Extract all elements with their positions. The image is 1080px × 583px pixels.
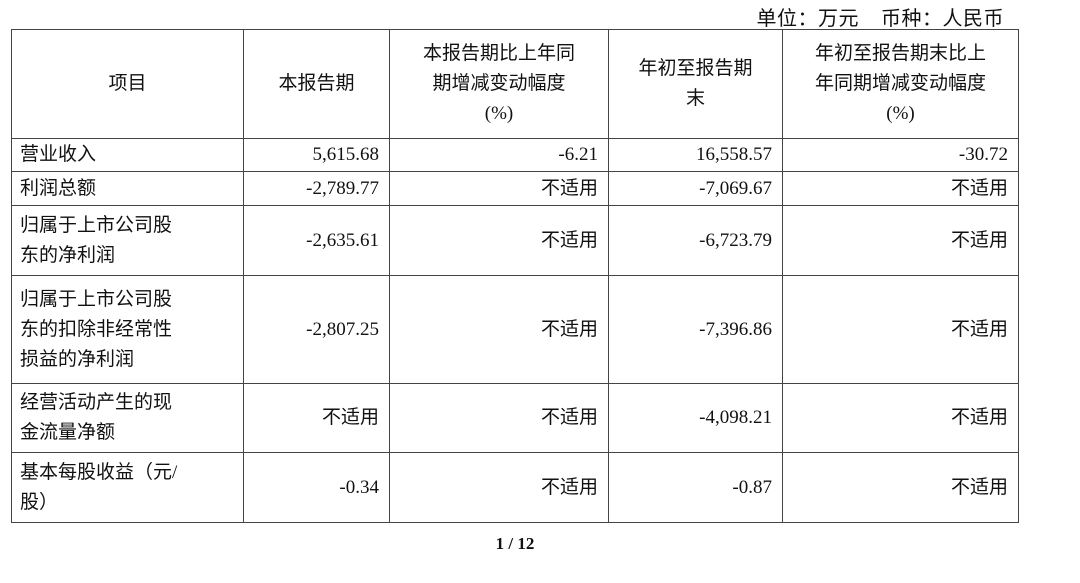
row-item-line: 经营活动产生的现 — [20, 392, 173, 413]
column-header-line: (%) — [484, 103, 514, 124]
table-cell: 不适用 — [389, 171, 609, 206]
column-header: 本报告期比上年同 期增减变动幅度 (%) — [389, 29, 609, 139]
table-cell: 不适用 — [389, 205, 609, 276]
table-row: 经营活动产生的现 金流量净额 不适用 不适用 -4,098.21 不适用 — [11, 383, 1019, 453]
table-cell: 不适用 — [389, 383, 609, 453]
column-header-line: 末 — [685, 88, 705, 109]
row-item-label: 归属于上市公司股 东的扣除非经常性 损益的净利润 — [11, 275, 244, 384]
table-cell: -0.34 — [243, 452, 390, 523]
table-row: 归属于上市公司股 东的净利润 -2,635.61 不适用 -6,723.79 不适用 — [11, 205, 1019, 276]
row-item-line: 金流量净额 — [20, 422, 116, 443]
table-cell: 不适用 — [389, 452, 609, 523]
table-cell: 不适用 — [782, 383, 1019, 453]
column-header-line: 年初至报告期 — [638, 58, 753, 79]
column-header-line: 本报告期比上年同 — [422, 43, 575, 64]
table-cell: -30.72 — [782, 138, 1019, 172]
row-item-line: 归属于上市公司股 — [20, 214, 173, 236]
row-item-line: 东的扣除非经常性 — [20, 318, 173, 340]
table-cell: -0.87 — [608, 452, 783, 523]
column-header-line: 本报告期 — [278, 73, 355, 94]
table-cell: -7,069.67 — [608, 171, 783, 206]
table-cell: 不适用 — [782, 205, 1019, 276]
page-number: 1 / 12 — [495, 534, 535, 553]
column-header-line: 期增减变动幅度 — [432, 73, 566, 94]
row-item-label: 归属于上市公司股 东的净利润 — [11, 205, 244, 276]
column-header-line: 年同期增减变动幅度 — [814, 73, 986, 94]
column-header-line: 项目 — [108, 73, 147, 94]
table-cell: -6.21 — [389, 138, 609, 172]
currency-label: 币种：人民币 — [881, 8, 1004, 30]
unit-label: 单位：万元 — [756, 8, 859, 30]
table-cell: 不适用 — [782, 275, 1019, 384]
row-item-line: 损益的净利润 — [20, 348, 135, 370]
table-row: 归属于上市公司股 东的扣除非经常性 损益的净利润 -2,807.25 不适用 -7,396… — [11, 275, 1019, 384]
column-header: 年初至报告期末 — [608, 29, 783, 139]
table-header-row: 项目 本报告期 本报告期比上年同 期增减变动幅度 (%) 年初至报告期末年初至报告期末比上… — [11, 29, 1019, 139]
table-row: 利润总额 -2,789.77 不适用 -7,069.67 不适用 — [11, 171, 1019, 206]
unit-currency-note: 单位：万元 币种：人民币 — [735, 2, 1005, 31]
table-cell: 不适用 — [389, 275, 609, 384]
table-cell: -2,789.77 — [243, 171, 390, 206]
table-row: 基本每股收益（元/股） -0.34 不适用 -0.87 不适用 — [11, 452, 1019, 523]
table-row: 营业收入 5,615.68 -6.21 16,558.57 -30.72 — [11, 138, 1019, 172]
row-item-line: 归属于上市公司股 — [20, 288, 173, 310]
table-cell: -2,807.25 — [243, 275, 390, 384]
row-item-label: 利润总额 — [11, 171, 244, 206]
row-item-line: 东的净利润 — [20, 244, 116, 266]
column-header: 项目 — [11, 29, 244, 139]
table-cell: -4,098.21 — [608, 383, 783, 453]
table-cell: 5,615.68 — [243, 138, 390, 172]
column-header: 年初至报告期末比上 年同期增减变动幅度 (%) — [782, 29, 1019, 139]
table-cell: 不适用 — [243, 383, 390, 453]
row-item-label: 经营活动产生的现 金流量净额 — [11, 383, 244, 453]
column-header-line: (%) — [886, 103, 915, 124]
financial-table: 项目 本报告期 本报告期比上年同 期增减变动幅度 (%) 年初至报告期末年初至报告期末比上… — [11, 29, 1019, 523]
table-cell: -2,635.61 — [243, 205, 390, 276]
row-item-line: 营业收入 — [20, 144, 97, 165]
row-item-line: 股） — [20, 491, 59, 513]
row-item-line: 基本每股收益（元/ — [20, 461, 178, 483]
column-header-line: 年初至报告期末比上 — [814, 43, 986, 64]
row-item-label: 基本每股收益（元/股） — [11, 452, 244, 523]
table-cell: 16,558.57 — [608, 138, 783, 172]
row-item-line: 利润总额 — [20, 177, 97, 199]
row-item-label: 营业收入 — [11, 138, 244, 172]
table-cell: 不适用 — [782, 452, 1019, 523]
column-header: 本报告期 — [243, 29, 390, 139]
table-cell: -7,396.86 — [608, 275, 783, 384]
table-cell: 不适用 — [782, 171, 1019, 206]
table-cell: -6,723.79 — [608, 205, 783, 276]
